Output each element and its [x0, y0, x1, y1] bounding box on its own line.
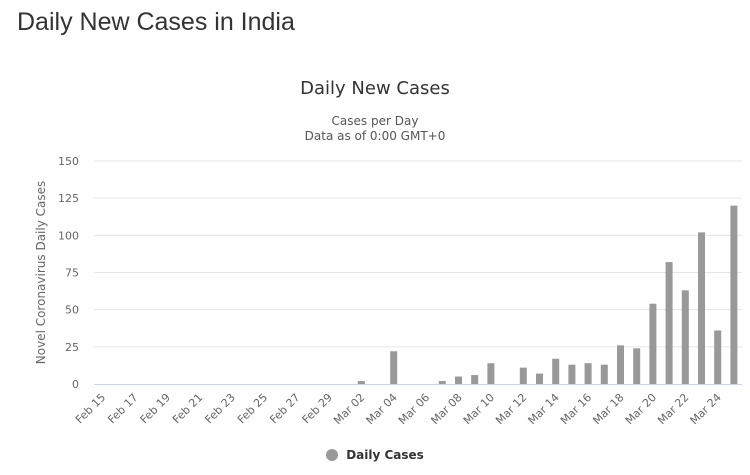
- bar[interactable]: [730, 205, 738, 384]
- x-tick-label: Feb 15: [73, 391, 108, 426]
- y-tick-label: 75: [65, 267, 79, 280]
- bar[interactable]: [487, 363, 495, 384]
- y-tick-label: 50: [65, 304, 79, 317]
- x-tick-label: Feb 29: [300, 391, 335, 426]
- y-tick-label: 150: [58, 155, 79, 168]
- bar[interactable]: [617, 345, 624, 384]
- page-heading: Daily New Cases in India: [17, 8, 295, 36]
- y-tick-label: 25: [65, 341, 79, 354]
- x-tick-label: Mar 02: [331, 391, 367, 427]
- bar[interactable]: [665, 262, 673, 384]
- x-tick-label: Feb 17: [105, 391, 140, 426]
- x-tick-label: Mar 12: [493, 391, 529, 427]
- gridlines: [94, 160, 742, 348]
- x-tick-label: Mar 16: [558, 391, 594, 427]
- bar[interactable]: [471, 375, 479, 384]
- x-tick-label: Feb 25: [235, 391, 270, 426]
- bars: [357, 205, 738, 384]
- bar[interactable]: [536, 373, 543, 384]
- y-tick-label: 0: [72, 378, 79, 391]
- y-tick-label: 100: [58, 229, 79, 242]
- x-tick-label: Mar 22: [655, 391, 691, 427]
- y-tick-label: 125: [58, 192, 79, 205]
- bar[interactable]: [698, 232, 705, 384]
- chart-subtitle-line-1: Cases per Day: [331, 114, 419, 128]
- x-tick-label: Mar 24: [688, 391, 724, 427]
- x-tick-label: Mar 18: [590, 391, 626, 427]
- bar[interactable]: [681, 290, 689, 384]
- bar[interactable]: [633, 348, 641, 384]
- bar[interactable]: [519, 367, 527, 384]
- bar[interactable]: [438, 381, 446, 384]
- legend-label: Daily Cases: [346, 448, 424, 462]
- bar[interactable]: [649, 303, 657, 384]
- chart-title: Daily New Cases: [300, 78, 450, 99]
- x-tick-label: Feb 21: [170, 391, 205, 426]
- chart-subtitle-line-2: Data as of 0:00 GMT+0: [304, 129, 446, 143]
- bar[interactable]: [552, 358, 560, 384]
- legend-marker-icon: [326, 449, 339, 461]
- x-tick-label: Feb 27: [267, 391, 302, 426]
- bar[interactable]: [357, 381, 365, 384]
- bar[interactable]: [714, 330, 722, 384]
- x-tick-label: Mar 04: [364, 391, 400, 427]
- bar[interactable]: [455, 376, 462, 384]
- bar[interactable]: [568, 364, 576, 384]
- bar[interactable]: [584, 363, 592, 384]
- bar[interactable]: [600, 364, 608, 384]
- bar[interactable]: [390, 351, 398, 384]
- y-axis-title: Novel Coronavirus Daily Cases: [34, 181, 48, 364]
- legend[interactable]: Daily Cases: [0, 448, 750, 462]
- x-tick-label: Mar 14: [526, 391, 562, 427]
- x-tick-label: Feb 19: [138, 391, 173, 426]
- x-tick-label: Mar 08: [428, 391, 464, 427]
- y-axis-ticks: 0 25 50 75 100 125 150: [58, 155, 79, 391]
- x-tick-label: Mar 06: [396, 391, 432, 427]
- x-tick-label: Mar 10: [461, 391, 497, 427]
- x-tick-label: Feb 23: [202, 391, 237, 426]
- x-tick-label: Mar 20: [623, 391, 659, 427]
